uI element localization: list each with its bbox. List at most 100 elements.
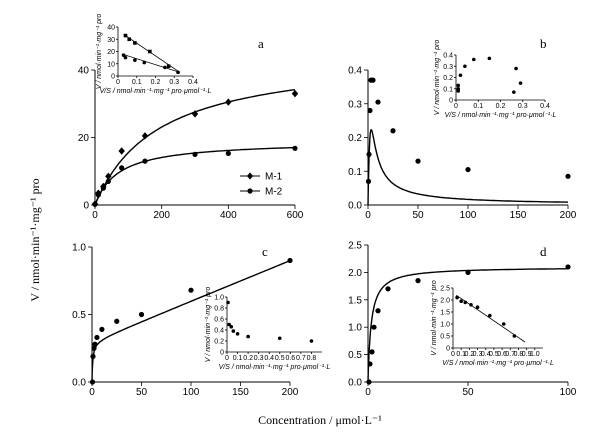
panel-c-point-data: [91, 345, 97, 351]
chart_data.3.inset-y-tick-label: 2.0: [440, 298, 450, 305]
inset-d-point-data: [463, 300, 468, 305]
chart_data.3.inset-y-tick-label: 1.0: [440, 322, 450, 329]
chart_data.2.inset-x-tick-label: 0.7: [296, 355, 306, 362]
inset-b-point-data: [456, 86, 461, 91]
chart_data.3-y-tick-label: 1.0: [348, 323, 362, 334]
inset-c-point-data: [231, 329, 236, 333]
chart_data.3-y-tick-label: 2.0: [348, 268, 362, 279]
panel-b-point-data: [390, 128, 396, 134]
panel-c-point-data: [188, 287, 194, 293]
legend-label-M-1: M-1: [265, 172, 283, 183]
chart_data.2.inset-x-tick-label: 0.1: [233, 355, 243, 362]
panel-a-point-M-2: [142, 158, 148, 164]
chart_data.0-y-tick-label: 40: [78, 66, 90, 77]
chart_data.2-x-tick-label: 200: [282, 387, 299, 398]
panel-d-point-data: [369, 349, 375, 355]
inset-d-fit-line-data: [456, 294, 526, 343]
chart_data.2-y-tick-label: 1.0: [72, 243, 86, 254]
panel-d-point-data: [367, 361, 373, 367]
inset-a-point-M-2: [123, 55, 128, 60]
chart_data.1.inset-x-tick-label: 0.4: [540, 103, 550, 110]
chart_data.2.inset-x-tick-label: 0: [225, 355, 229, 362]
chart_data.3.inset-x-tick-label: 0.9: [522, 351, 532, 358]
chart_data.1-y-tick-label: 0.2: [348, 133, 362, 144]
panel-d-point-data: [415, 278, 421, 284]
chart_data.1-y-tick-label: 0.1: [348, 167, 362, 178]
chart_data.1-y-tick-label: 0.4: [348, 66, 362, 77]
panel-label-b: b: [540, 36, 547, 51]
chart_data.0-x-tick-label: 0: [92, 210, 98, 221]
inset-d-point-data: [469, 303, 473, 307]
inset-a-point-M-1: [123, 33, 128, 38]
inset-d-point-data: [501, 322, 506, 326]
chart_data.2.inset-y-tick-label: 1.0: [214, 295, 224, 302]
chart_data.1.inset-x-tick-label: 0: [454, 103, 458, 110]
panel-c-point-data: [89, 379, 96, 385]
panel-c-point-data: [138, 311, 145, 318]
x-axis-label: Concentration / μmol·L⁻¹: [258, 413, 382, 427]
inset-b-point-data: [472, 57, 476, 62]
inset-d-point-data: [459, 299, 463, 304]
panel-c-point-data: [90, 353, 96, 359]
panel-b-point-data: [367, 107, 373, 114]
panel-d-point-data: [385, 286, 391, 292]
inset-b-point-data: [514, 66, 518, 71]
chart_data.1.inset-y-tick-label: 0: [449, 98, 453, 105]
chart_data.1-x-tick-label: 0: [365, 210, 371, 221]
inset-a-point-M-2: [133, 58, 137, 62]
inset-a-point-M-2: [163, 65, 167, 70]
chart_data.0.inset-y-tick-label: 40: [107, 25, 115, 32]
chart_data.1-x-tick-label: 200: [560, 210, 577, 221]
inset-c-point-data: [226, 300, 230, 305]
chart_data.2.inset-x-tick-label: 0.3: [254, 355, 264, 362]
inset-d-point-data: [512, 334, 517, 338]
panel-d-fit-curve-data: [367, 268, 569, 382]
chart_data.2.inset-y-tick-label: 0: [220, 350, 224, 357]
panel-d-point-data: [371, 324, 377, 330]
inset-c-point-data: [246, 334, 250, 339]
chart_data.0.inset-x-tick-label: 0.4: [188, 79, 198, 86]
chart_data.3.inset-x-tick-label: 0.7: [505, 351, 515, 358]
panel-a-point-M-1: [105, 172, 112, 181]
panel-d-point-data: [565, 264, 571, 270]
inset-b-x-label: V/S / nmol·min⁻¹·mg⁻¹ pro·μmol⁻¹·L: [445, 112, 557, 119]
chart_data.3.inset-y-tick-label: 2.5: [440, 286, 450, 293]
chart_data.2-x-tick-label: 100: [183, 387, 200, 398]
chart_data.3.inset-x-tick-label: 0.4: [481, 351, 491, 358]
chart_data.2.inset-x-tick-label: 0.6: [285, 355, 295, 362]
chart_data.1-x-tick-label: 150: [510, 210, 527, 221]
inset-a-point-M-2: [121, 53, 126, 57]
chart_data.3-y-tick-label: 0.5: [348, 350, 362, 361]
inset-b-point-data: [463, 64, 467, 69]
inset-c-point-data: [229, 324, 234, 329]
chart_data.1.inset-y-tick-label: 0.2: [443, 75, 453, 82]
panel-d-point-data: [366, 379, 372, 385]
chart_data.2.inset-y-tick-label: 0.6: [214, 317, 224, 324]
chart_data.0.inset-y-tick-label: 20: [107, 49, 115, 56]
inset-a-point-M-1: [127, 37, 132, 42]
chart_data.3.inset-x-tick-label: 1.0: [530, 351, 540, 358]
inset-c-point-data: [235, 332, 240, 336]
panel-c-point-data: [94, 334, 100, 341]
chart_data.1-x-tick-label: 100: [460, 210, 477, 221]
chart_data.3.inset-x-tick-label: 0.8: [514, 351, 524, 358]
chart_data.2.inset-x-tick-label: 0.2: [243, 355, 253, 362]
legend-label-M-2: M-2: [265, 187, 283, 198]
inset-b-point-data: [487, 56, 492, 61]
inset-b-point-data: [518, 81, 523, 85]
chart_data.0-x-tick-label: 600: [287, 210, 304, 221]
panel-c-point-data: [287, 257, 293, 264]
chart_data.0.inset-y-tick-label: 10: [107, 61, 115, 68]
panel-b-point-data: [375, 99, 381, 105]
panel-b-point-data: [465, 166, 471, 173]
panel-a-point-M-1: [118, 147, 125, 155]
chart_data.0.inset-x-tick-label: 0.2: [151, 79, 161, 86]
inset-d-y-label: V / nmol·min⁻¹·mg⁻¹ pro: [431, 280, 438, 356]
chart_data.2-y-tick-label: 0.5: [72, 310, 86, 321]
chart_data.3.inset-x-tick-label: 0.2: [464, 351, 474, 358]
inset-c-point-data: [309, 339, 314, 343]
chart_data.0-y-tick-label: 0: [83, 201, 89, 212]
chart_data.1.inset-x-tick-label: 0.3: [518, 103, 528, 110]
chart_data.1.inset-y-tick-label: 0.1: [443, 86, 453, 93]
panel-b-point-data: [365, 178, 372, 184]
